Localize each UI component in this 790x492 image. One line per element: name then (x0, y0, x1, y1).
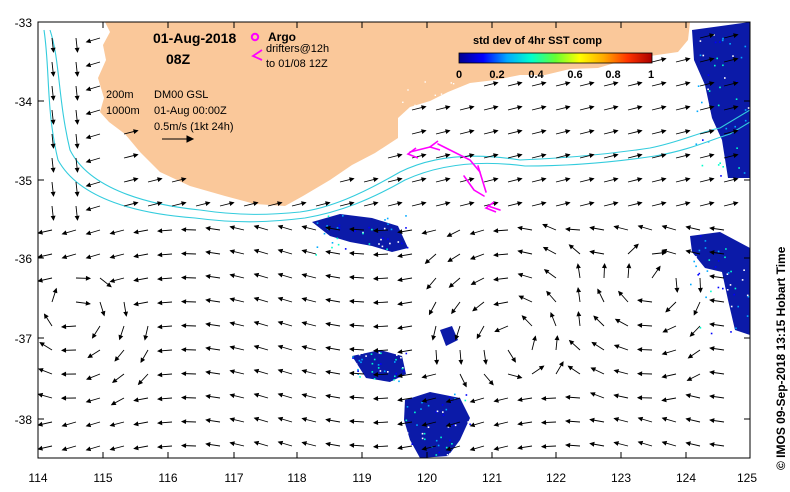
axis-ticks (37, 21, 751, 458)
x-tick-label: 117 (224, 471, 243, 485)
y-tick-label: -33 (15, 16, 33, 30)
y-axis-labels: -33 -34 -35 -36 -37 -38 (15, 16, 33, 427)
isobath-1000m (43, 29, 750, 223)
data-time-label: 01-Aug 00:00Z (154, 105, 227, 117)
x-tick-label: 114 (28, 471, 47, 485)
drifters-label: drifters@12h (266, 43, 329, 55)
map-date: 01-Aug-2018 (153, 30, 236, 46)
sst-patch-central (312, 214, 408, 252)
drifter-track-4 (487, 205, 501, 211)
x-axis-labels: 114 115 116 117 118 119 120 121 122 123 … (28, 471, 757, 485)
drifter-marker-icon (251, 49, 263, 61)
dataset-label: DM00 GSL (154, 89, 208, 101)
drifter-head-1 (406, 147, 419, 159)
drifter-head-3 (484, 201, 497, 213)
x-tick-label: 115 (93, 471, 112, 485)
drifter-track-5 (409, 146, 431, 153)
colorbar-tick-label: 0.8 (605, 69, 620, 81)
colorbar-tick-label: 0.4 (528, 69, 544, 81)
colorbar-tick-label: 0 (456, 69, 462, 81)
drifter-heads (406, 140, 497, 213)
sst-speckle (315, 34, 750, 456)
argo-label: Argo (268, 30, 296, 44)
sst-patch-east (692, 22, 750, 178)
plot-frame (37, 21, 751, 459)
x-tick-label: 124 (676, 471, 696, 485)
colorbar-tick-label: 1 (648, 69, 654, 81)
x-tick-label: 123 (611, 471, 631, 485)
sst-patch-small (440, 326, 458, 346)
y-tick-label: -37 (15, 332, 33, 346)
y-tick-label: -36 (15, 252, 33, 266)
isobaths (43, 29, 750, 223)
drifter-tracks (409, 143, 501, 211)
y-tick-label: -34 (15, 95, 33, 109)
drifter-track-3 (477, 165, 487, 193)
velocity-scale-label: 0.5m/s (1kt 24h) (154, 121, 233, 133)
drifter-head-2 (428, 140, 441, 151)
x-tick-label: 121 (482, 471, 502, 485)
sst-patch-south-mid (352, 350, 406, 382)
colorbar-ticks: 0 0.2 0.4 0.6 0.8 1 (456, 69, 654, 81)
x-tick-label: 116 (158, 471, 177, 485)
isobath-200m (49, 29, 750, 215)
x-tick-label: 120 (417, 471, 437, 485)
drifters-time-label: to 01/08 12Z (266, 58, 328, 70)
y-tick-label: -38 (15, 413, 33, 427)
depth-200-label: 200m (106, 89, 134, 101)
credit-label: © IMOS 09-Sep-2018 13:15 Hobart Time (774, 246, 788, 470)
colorbar (458, 52, 653, 64)
x-tick-label: 125 (737, 471, 757, 485)
velocity-scale-arrow-icon (162, 135, 195, 143)
drifter-track-1 (437, 143, 481, 173)
x-tick-label: 119 (352, 471, 371, 485)
colorbar-tick-label: 0.2 (489, 69, 504, 81)
x-tick-label: 118 (287, 471, 306, 485)
colorbar-tick-label: 0.6 (567, 69, 582, 81)
drifter-track-2 (463, 175, 485, 197)
argo-marker-icon (250, 32, 260, 42)
map-time: 08Z (166, 51, 191, 67)
land-mass (98, 22, 690, 206)
x-tick-label: 122 (546, 471, 566, 485)
sst-patch-southeast (690, 232, 750, 335)
depth-1000-label: 1000m (106, 105, 140, 117)
y-tick-label: -35 (15, 174, 33, 188)
colorbar-title: std dev of 4hr SST comp (473, 35, 602, 47)
